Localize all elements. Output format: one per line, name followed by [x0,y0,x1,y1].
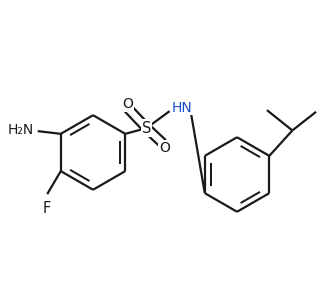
Text: F: F [43,201,51,216]
Text: HN: HN [171,101,192,115]
Text: H₂N: H₂N [7,124,34,137]
Text: O: O [159,141,170,155]
Text: S: S [142,121,151,136]
Text: O: O [123,97,133,111]
